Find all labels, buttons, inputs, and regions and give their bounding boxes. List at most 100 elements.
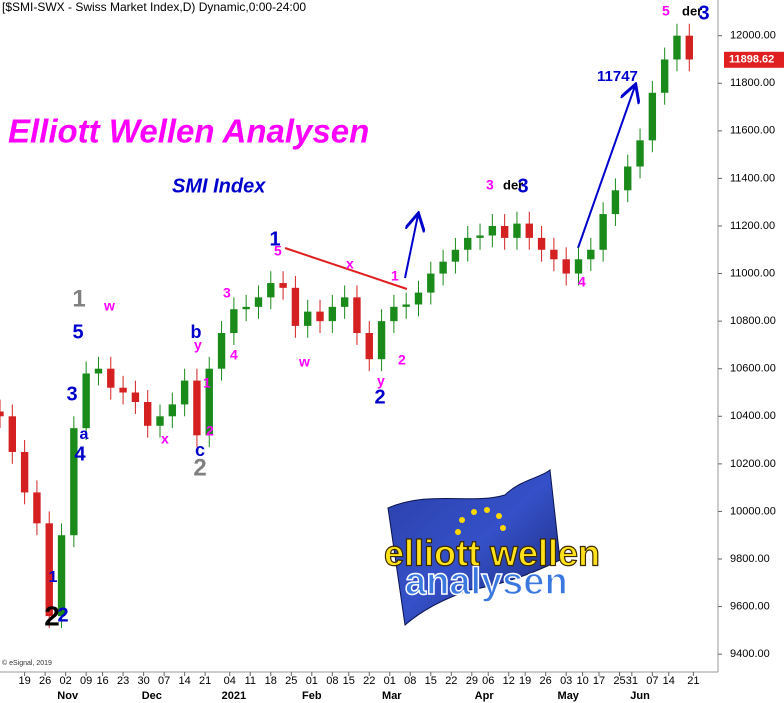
candle-body [340,297,349,307]
candle-body [451,249,460,262]
x-tick-label: 10 [576,675,588,687]
wave-label: 3 [517,175,528,197]
x-tick-label: 01 [384,675,396,687]
copyright: © eSignal, 2019 [2,659,52,667]
candle-body [168,404,177,417]
x-tick-label: 25 [613,675,625,687]
candle-body [390,306,398,322]
candle-body [230,309,238,334]
wave-label: 5 [72,321,83,343]
wave-label: 1 [49,569,58,586]
logo-text: analysen [405,561,568,603]
y-tick-label: 10200.00 [730,458,776,470]
y-tick-label: 9800.00 [730,553,770,565]
wave-label: 3 [223,285,231,301]
candle-body [254,297,263,307]
y-tick-label: 11200.00 [730,220,775,232]
month-label: 2021 [222,690,246,702]
x-tick-label: 08 [404,675,416,687]
wave-label: 4 [578,274,586,290]
month-label: May [558,690,580,702]
candle-body [673,35,681,60]
subtitle: SMI Index [172,175,266,197]
wave-label: 1 [391,268,399,284]
y-tick-label: 10800.00 [730,315,776,327]
candle-body [574,259,583,274]
last-price-label: 11898.62 [729,54,774,66]
candle-body [107,368,115,388]
wave-label: 1 [203,375,211,391]
x-tick-label: 18 [265,675,277,687]
candle-body [537,237,546,250]
candle-body [550,249,558,260]
candle-body [94,368,103,374]
x-tick-label: 21 [199,675,211,687]
candle-body [156,416,164,426]
x-tick-label: 26 [39,675,51,687]
candle-body [304,311,312,326]
wave-label: y [377,373,385,389]
x-tick-label: 01 [306,675,318,687]
candle-body [500,225,509,238]
x-tick-label: 29 [466,675,478,687]
wave-label: c [195,440,205,460]
arrow [404,215,418,279]
wave-label: a [80,426,89,443]
wave-label: 1 [269,228,280,250]
wave-label: 11747 [597,68,638,85]
candle-body [587,249,595,260]
x-tick-label: 07 [646,675,658,687]
trend-line [284,247,408,290]
y-tick-label: 10400.00 [730,410,776,422]
candle-body [316,311,324,322]
candle-body [217,333,226,369]
wave-label: 5 [274,243,282,259]
wave-label: x [346,256,354,272]
candle-body [205,368,213,436]
x-tick-label: 07 [158,675,170,687]
x-tick-label: 30 [137,675,149,687]
candle-body [57,535,66,617]
wave-label: 2 [206,423,214,439]
last-price-box [724,51,784,68]
logo-text: elliott wellen [384,533,600,574]
candle-body [144,402,152,426]
candle-body [353,297,361,334]
candle-body [513,223,521,238]
candle-body [20,451,29,493]
candle-body [464,237,472,250]
logo: elliott wellen analysen [383,469,601,626]
x-tick-label: 23 [117,675,129,687]
candle-body [242,306,250,310]
wave-label: x [161,431,169,447]
candle-body [131,392,140,403]
wave-label: 4 [74,443,86,465]
arrow [577,86,635,249]
stars [455,507,506,535]
wave-label: 2 [374,386,385,408]
wave-label: der [682,3,702,18]
candle-body [365,333,373,360]
x-tick-label: 16 [96,675,108,687]
wave-label: der [503,177,523,192]
candle-body [33,492,41,524]
wave-label: 2 [44,600,60,631]
wave-label: y [194,337,202,353]
month-label: Nov [57,690,79,702]
x-tick-label: 06 [482,675,494,687]
x-tick-label: 12 [503,675,515,687]
x-tick-label: 21 [687,675,699,687]
x-tick-label: 14 [179,675,191,687]
wave-label: w [298,354,310,370]
candle-body [611,190,620,215]
headline: Elliott Wellen Analysen [8,113,369,150]
candle-body [648,92,657,141]
chart-title: [$SMI-SWX - Swiss Market Index,D) Dynami… [2,0,306,14]
x-tick-label: 04 [224,675,236,687]
month-label: Feb [302,690,322,702]
candle-body [291,287,300,326]
x-tick-label: 31 [626,675,638,687]
x-tick-label: 26 [540,675,552,687]
y-tick-label: 11400.00 [730,172,775,184]
